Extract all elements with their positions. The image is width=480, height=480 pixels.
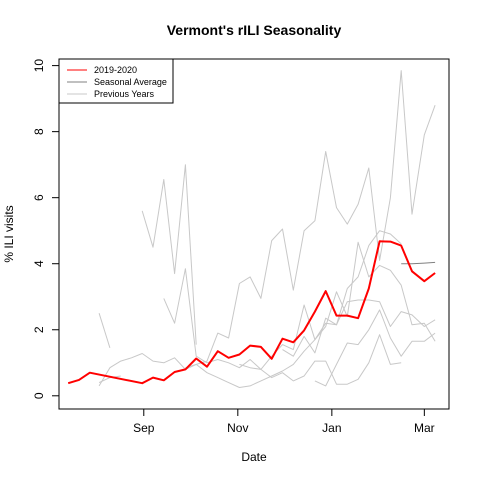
legend-label-seasonal-average: Seasonal Average: [94, 77, 167, 87]
series-line-2: [98, 313, 111, 349]
legend-label-previous-years: Previous Years: [94, 89, 155, 99]
plot-frame: [58, 58, 450, 410]
legend-box: [58, 58, 174, 104]
series-line-9: [314, 309, 436, 387]
x-tick-label-3: Mar: [414, 421, 435, 435]
x-tick-label-0: Sep: [133, 421, 155, 435]
series-line-4: [141, 164, 197, 345]
y-tick-label-1: 2: [32, 326, 46, 333]
series-line-0: [67, 240, 436, 385]
y-tick-label-0: 0: [32, 392, 46, 399]
y-tick-label-4: 8: [32, 128, 46, 135]
y-axis: 0 2 4 6 8 10: [32, 59, 59, 399]
legend: 2019-2020 Seasonal Average Previous Year…: [58, 58, 174, 104]
chart-title: Vermont's rILI Seasonality: [167, 22, 342, 38]
series-line-6: [163, 268, 436, 370]
x-tick-label-1: Nov: [227, 421, 248, 435]
y-tick-label-3: 6: [32, 194, 46, 201]
y-tick-label-5: 10: [32, 59, 46, 73]
y-axis-label: % ILI visits: [2, 205, 16, 262]
series-layer: [67, 70, 436, 388]
x-axis: Sep Nov Jan Mar: [133, 409, 435, 435]
x-tick-label-2: Jan: [322, 421, 341, 435]
y-tick-label-2: 4: [32, 260, 46, 267]
legend-label-2019-2020: 2019-2020: [94, 65, 137, 75]
series-line-1: [401, 261, 436, 265]
series-line-10: [282, 230, 402, 357]
series-line-8: [239, 334, 402, 385]
x-axis-label: Date: [241, 450, 267, 464]
